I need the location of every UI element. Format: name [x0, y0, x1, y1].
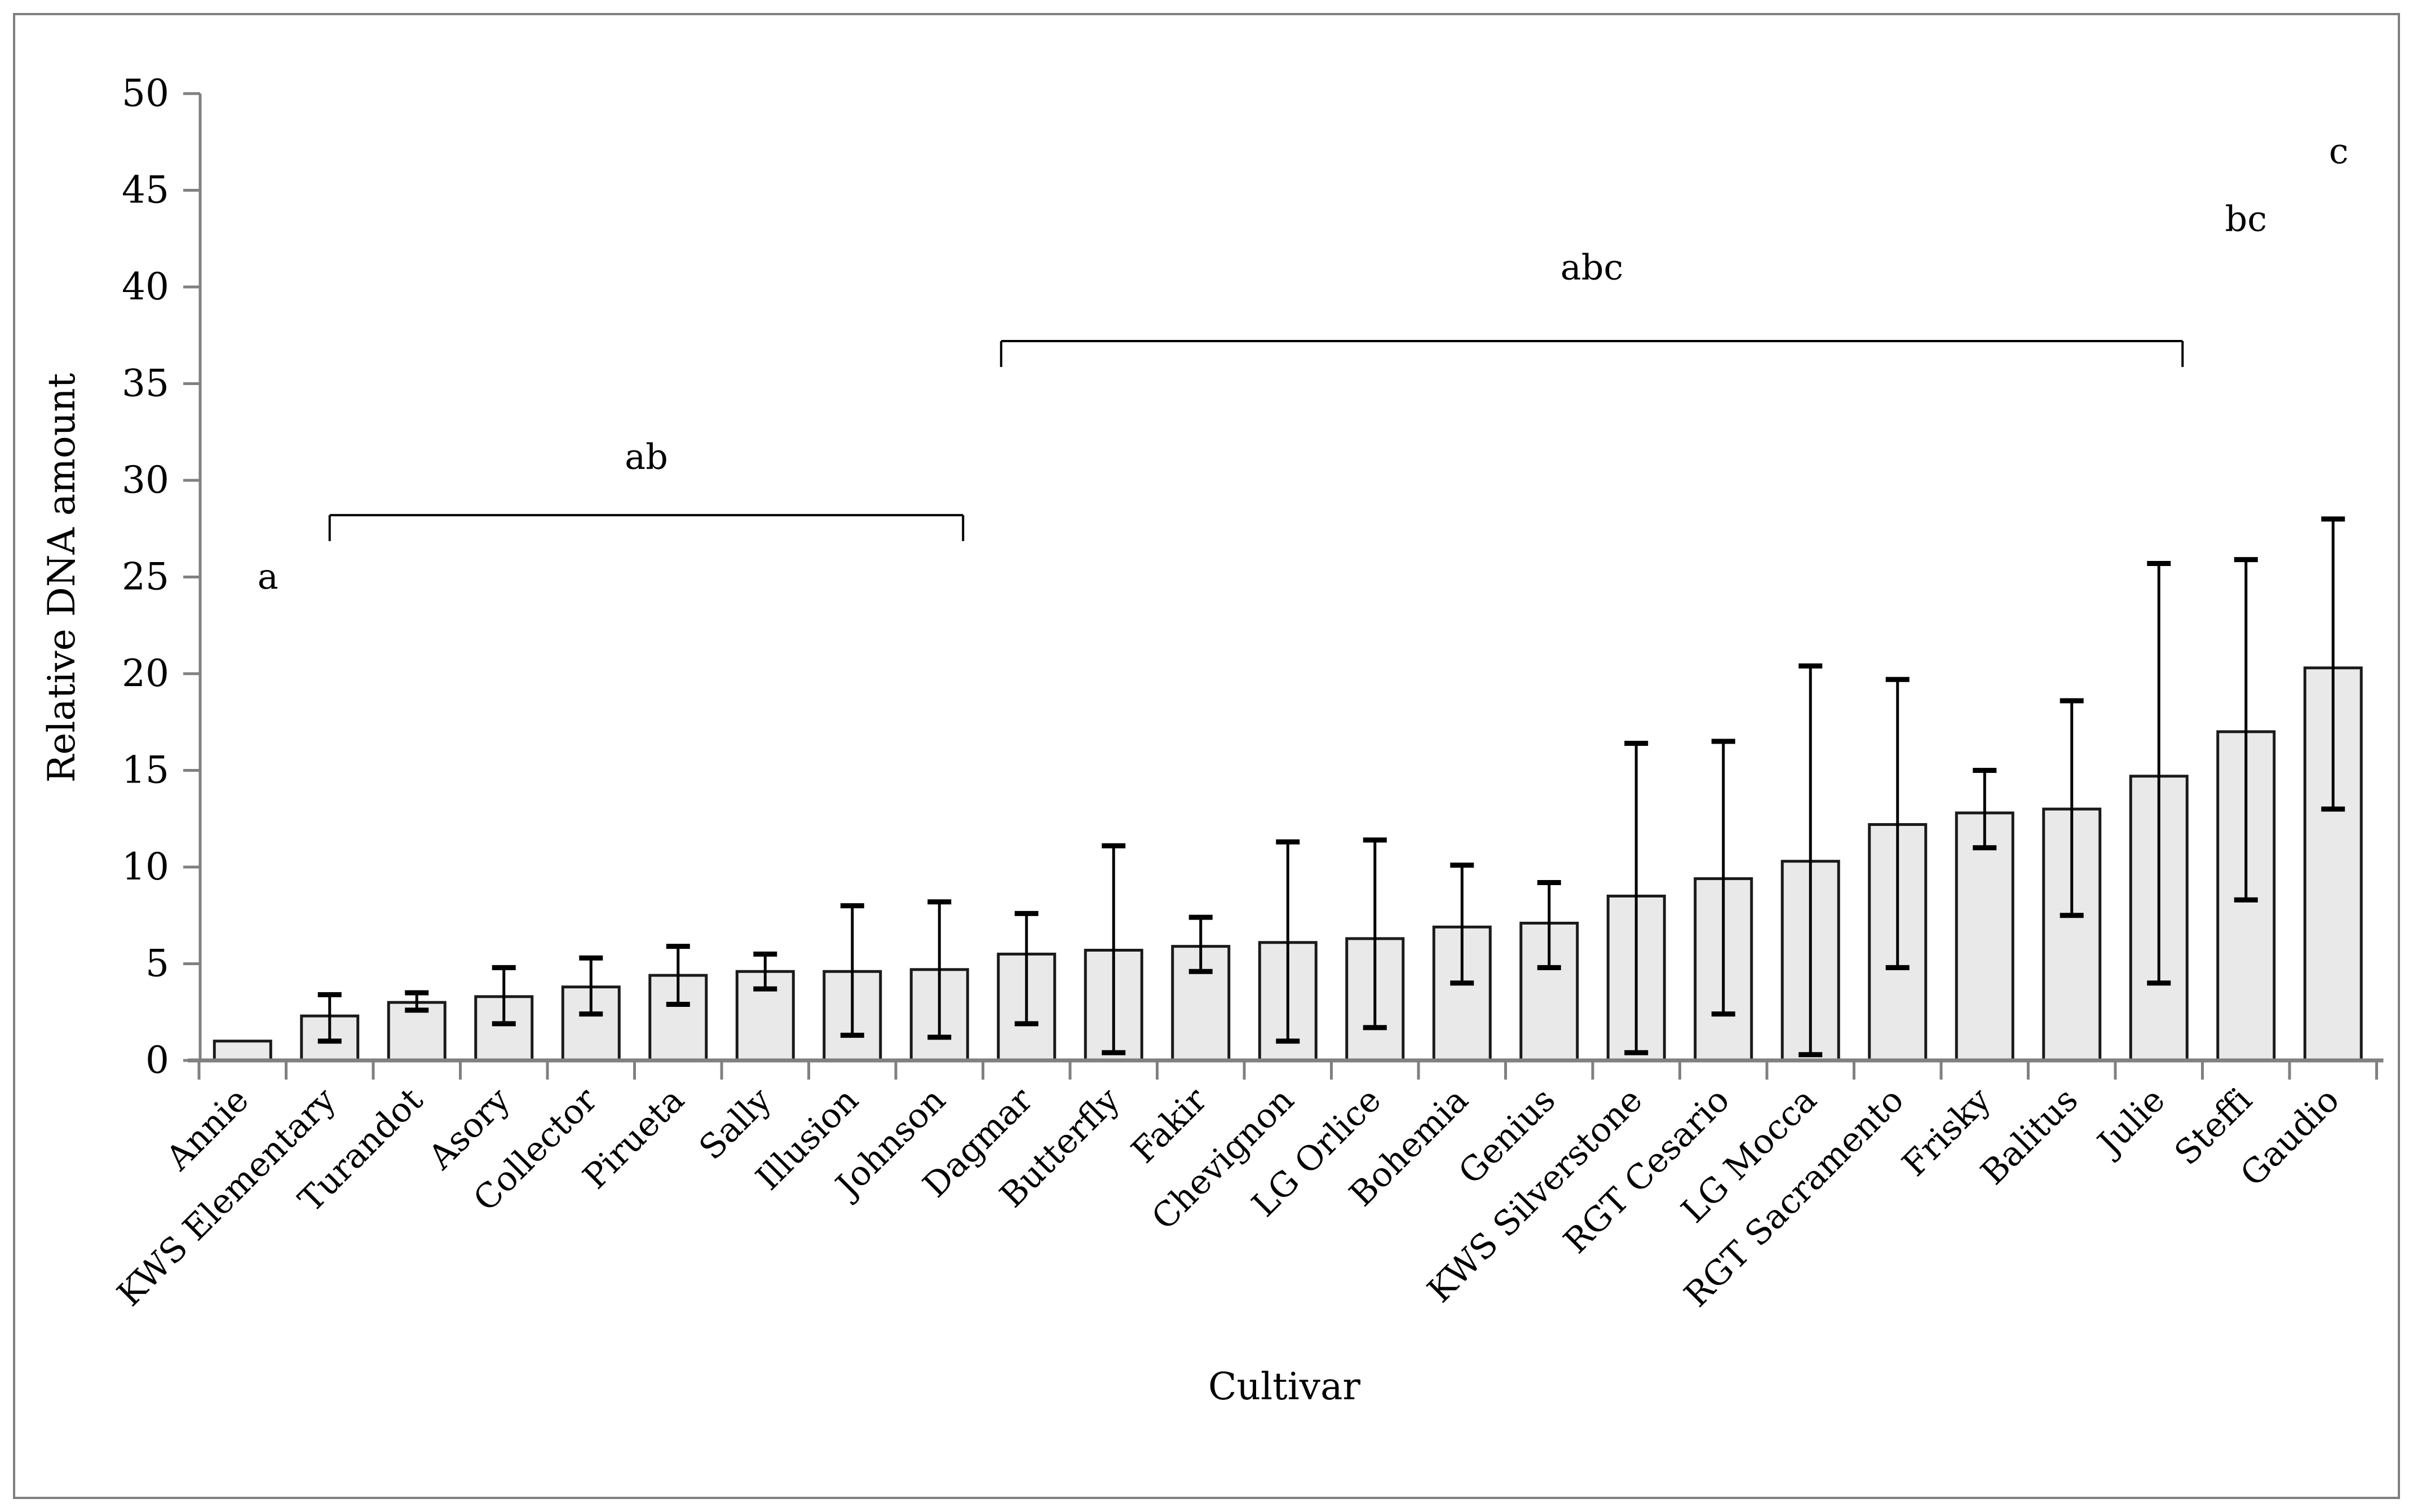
x-category-label: Gaudio — [2233, 1080, 2347, 1194]
x-category-label: Julie — [2088, 1080, 2173, 1165]
figure-border — [13, 13, 2400, 1499]
y-tick-label: 25 — [122, 555, 169, 599]
significance-letter-c: c — [2329, 130, 2349, 171]
significance-letter-bc: bc — [2225, 198, 2267, 240]
significance-label-abc: abc — [1561, 246, 1623, 288]
y-tick-label: 0 — [145, 1038, 169, 1082]
y-tick-label: 15 — [122, 749, 169, 792]
x-axis-title: Cultivar — [1208, 1365, 1360, 1408]
significance-letter-a: a — [258, 556, 279, 597]
y-axis-title: Relative DNA amount — [40, 373, 83, 783]
y-tick-label: 30 — [122, 458, 169, 502]
y-tick-label: 10 — [122, 845, 169, 888]
y-tick-label: 20 — [122, 652, 169, 695]
y-tick-label: 45 — [122, 169, 169, 212]
bar-annie — [213, 1040, 272, 1062]
y-tick-label: 40 — [122, 265, 169, 308]
y-tick-label: 50 — [122, 72, 169, 115]
y-tick-label: 5 — [145, 942, 169, 985]
y-tick-label: 35 — [122, 362, 169, 405]
x-category-label: Balitus — [1973, 1080, 2085, 1192]
significance-label-ab: ab — [625, 436, 668, 477]
